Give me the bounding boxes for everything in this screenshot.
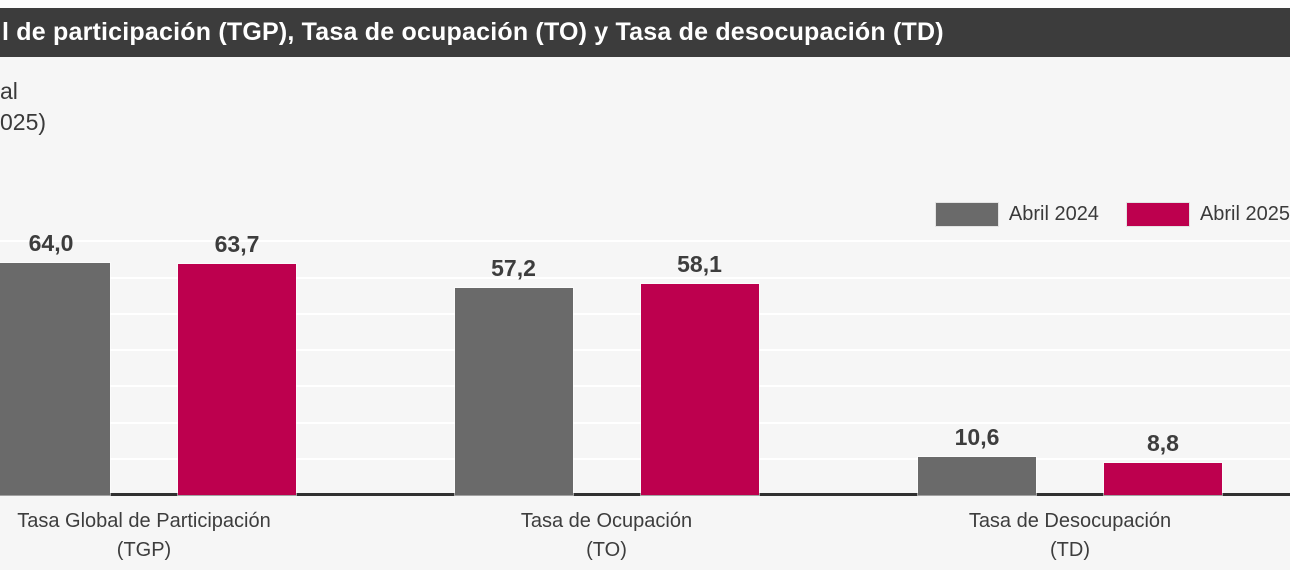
bar-value-label: 63,7: [214, 231, 260, 258]
legend-item-abril-2025[interactable]: Abril 2025: [1126, 203, 1290, 226]
x-axis-label-line: (TGP): [116, 539, 172, 561]
bar-value-label: 10,6: [954, 423, 1000, 450]
bar-value-label: 64,0: [28, 230, 74, 256]
x-axis-label-line: (TO): [586, 539, 627, 561]
x-axis-label-cat0: Tasa Global de Participación (TGP): [0, 507, 314, 565]
chart-title-bar: l de participación (TGP), Tasa de ocupac…: [0, 8, 1290, 57]
top-strip: [0, 0, 1290, 8]
legend-swatch: [935, 203, 998, 226]
bar-abril-2025-cat1[interactable]: [640, 284, 759, 495]
x-axis-label-line: Tasa de Desocupación: [968, 510, 1172, 532]
bar-abril-2024-cat0[interactable]: [0, 263, 110, 495]
bar-abril-2024-cat2[interactable]: [918, 456, 1036, 495]
bar-value-label: 57,2: [491, 254, 536, 281]
x-axis-label-line: Tasa de Ocupación: [520, 510, 693, 532]
bar-abril-2025-cat2[interactable]: [1104, 463, 1222, 495]
bar-value-label: 8,8: [1147, 430, 1179, 457]
legend-label: Abril 2025: [1199, 203, 1290, 225]
legend: Abril 2024 Abril 2025: [935, 203, 1290, 226]
gridline: [0, 276, 1290, 279]
bar-abril-2025-cat0[interactable]: [178, 264, 296, 495]
x-axis-label-line: (TD): [1050, 539, 1090, 561]
chart-subtitle-line2: 025): [0, 109, 47, 135]
gridline: [0, 240, 1290, 243]
legend-item-abril-2024[interactable]: Abril 2024: [935, 203, 1099, 226]
x-axis-label-line: Tasa Global de Participación: [17, 510, 271, 532]
chart-title: l de participación (TGP), Tasa de ocupac…: [2, 18, 944, 46]
legend-label: Abril 2024: [1008, 203, 1099, 225]
bar-abril-2024-cat1[interactable]: [454, 287, 573, 495]
legend-swatch: [1126, 203, 1189, 226]
chart-subtitle-line1: al: [0, 78, 18, 104]
x-axis-label-cat1: Tasa de Ocupación (TO): [437, 507, 777, 565]
chart-subtitle: al 025): [0, 76, 46, 138]
bar-value-label: 58,1: [677, 251, 722, 278]
x-axis-label-cat2: Tasa de Desocupación (TD): [900, 507, 1240, 565]
